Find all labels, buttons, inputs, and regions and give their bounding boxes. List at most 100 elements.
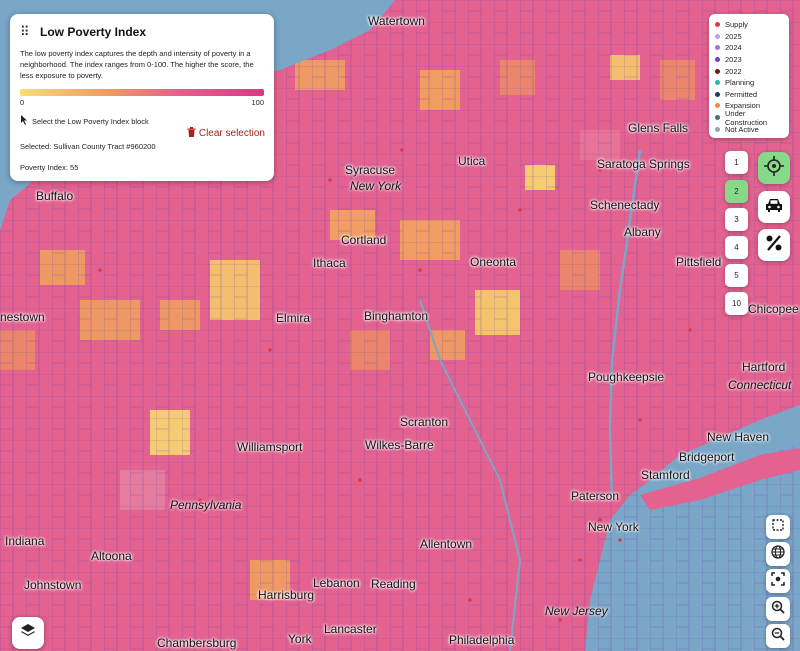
legend-dot — [715, 57, 720, 63]
index-color-scale — [20, 89, 264, 96]
crosshair-icon — [764, 155, 784, 181]
legend-dot — [715, 91, 720, 97]
status-legend: Supply 2025 2024 2023 2022 Planning Perm… — [709, 14, 789, 138]
drag-handle-icon[interactable]: ⠿ — [20, 24, 30, 39]
city-label: Williamsport — [237, 440, 303, 454]
city-label: Bridgeport — [679, 450, 735, 464]
long-island — [640, 448, 800, 510]
trash-icon — [187, 127, 196, 140]
panel-description: The low poverty index captures the depth… — [20, 49, 254, 80]
city-label: New Haven — [707, 430, 770, 444]
radius-button-2[interactable]: 2 — [725, 180, 748, 203]
legend-dot — [715, 45, 720, 51]
city-label: Oneonta — [470, 255, 517, 269]
scale-max-label: 100 — [251, 98, 264, 107]
panel-title: Low Poverty Index — [40, 25, 147, 39]
locate-button[interactable] — [758, 152, 790, 184]
legend-dot — [715, 33, 720, 39]
legend-item[interactable]: 2024 — [715, 42, 783, 54]
clear-selection-button[interactable]: Clear selection — [187, 127, 265, 140]
legend-item[interactable]: Supply — [715, 19, 783, 31]
car-icon — [765, 198, 783, 217]
radius-button-4[interactable]: 4 — [725, 236, 748, 259]
city-label: Syracuse — [345, 163, 396, 177]
legend-label: 2024 — [725, 43, 742, 53]
selected-tract-label: Selected: Sullivan County Tract #960200 — [20, 142, 156, 151]
city-label: Harrisburg — [258, 588, 315, 602]
city-label: Hartford — [742, 360, 786, 374]
legend-label: Planning — [725, 78, 755, 88]
state-label: Connecticut — [728, 378, 792, 392]
zoom-in-button[interactable] — [766, 597, 790, 621]
focus-button[interactable] — [766, 569, 790, 593]
city-label: Ithaca — [313, 256, 346, 270]
city-label: York — [288, 632, 312, 646]
delaware-river — [419, 299, 522, 651]
city-label: Indiana — [5, 534, 45, 548]
focus-icon — [771, 571, 785, 591]
select-hint[interactable]: Select the Low Poverty Index block — [20, 115, 264, 127]
poverty-index-value: Poverty Index: 55 — [20, 163, 79, 172]
info-panel: ⠿ Low Poverty Index The low poverty inde… — [10, 14, 274, 181]
legend-label: Supply — [725, 20, 748, 30]
city-label: Wilkes-Barre — [365, 438, 434, 452]
legend-dot — [715, 22, 720, 28]
radius-button-10[interactable]: 10 — [725, 292, 748, 315]
legend-dot — [715, 68, 720, 74]
city-label: Glens Falls — [628, 121, 689, 135]
radius-button-3[interactable]: 3 — [725, 208, 748, 231]
city-label: Philadelphia — [449, 633, 515, 647]
state-label: New Jersey — [545, 604, 608, 618]
drive-time-button[interactable] — [758, 191, 790, 223]
city-label: Saratoga Springs — [597, 157, 690, 171]
zoom-in-icon — [771, 600, 785, 619]
city-label: Scranton — [400, 415, 449, 429]
city-label: Watertown — [368, 14, 425, 28]
legend-item[interactable]: 2025 — [715, 31, 783, 43]
legend-dot — [715, 103, 720, 109]
percent-icon — [765, 234, 783, 257]
state-label: Pennsylvania — [170, 498, 242, 512]
city-label: Chambersburg — [157, 636, 237, 650]
legend-label: 2023 — [725, 55, 742, 65]
legend-label: Permitted — [725, 89, 758, 99]
city-label: Elmira — [276, 311, 311, 325]
legend-label: 2025 — [725, 31, 742, 41]
supply-markers[interactable] — [58, 148, 742, 622]
legend-item[interactable]: 2022 — [715, 65, 783, 77]
pointer-icon — [20, 115, 28, 127]
legend-label: Under Construction — [725, 108, 768, 127]
box-select-button[interactable] — [766, 515, 790, 539]
scale-min-label: 0 — [20, 98, 25, 107]
legend-item[interactable]: 2023 — [715, 54, 783, 66]
city-label: Allentown — [420, 537, 473, 551]
city-label: New York — [588, 520, 639, 534]
city-label: Chicopee — [748, 302, 799, 316]
layers-button[interactable] — [12, 617, 44, 649]
globe-button[interactable] — [766, 542, 790, 566]
legend-item[interactable]: Permitted — [715, 89, 783, 101]
city-label: Cortland — [341, 233, 387, 247]
legend-label: 2022 — [725, 66, 742, 76]
state-label: New York — [350, 179, 402, 193]
legend-item[interactable]: Planning — [715, 77, 783, 89]
city-label: Stamford — [641, 468, 690, 482]
legend-item[interactable]: Not Active — [715, 123, 783, 135]
city-label: nestown — [0, 310, 45, 324]
legend-item[interactable]: Expansion — [715, 100, 783, 112]
city-label: Paterson — [571, 489, 620, 503]
city-label: Lebanon — [313, 576, 360, 590]
percent-button[interactable] — [758, 229, 790, 261]
zoom-out-button[interactable] — [766, 624, 790, 648]
globe-icon — [771, 544, 785, 564]
legend-item[interactable]: Under Construction — [715, 108, 783, 127]
city-label: Schenectady — [590, 198, 660, 212]
clear-selection-label: Clear selection — [198, 128, 265, 139]
radius-button-5[interactable]: 5 — [725, 264, 748, 287]
city-label: Altoona — [91, 549, 132, 563]
radius-button-1[interactable]: 1 — [725, 151, 748, 174]
hudson-river — [608, 149, 642, 501]
city-label: Reading — [371, 577, 416, 591]
legend-label: Expansion — [725, 101, 761, 111]
